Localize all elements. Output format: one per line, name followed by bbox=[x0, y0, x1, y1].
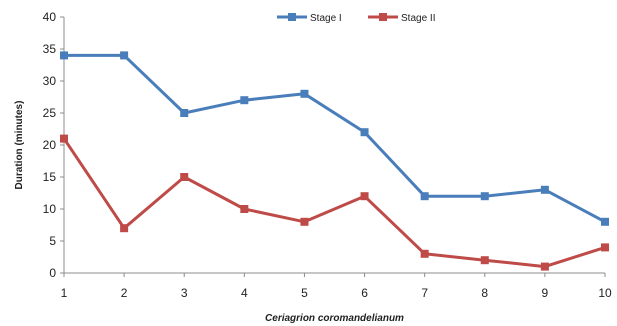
series-line-2 bbox=[62, 137, 607, 269]
series-2-point bbox=[240, 205, 249, 213]
legend-label-2: Stage II bbox=[401, 13, 435, 24]
series-2-point bbox=[360, 192, 369, 201]
y-tick-label: 20 bbox=[43, 138, 57, 152]
series-1-point bbox=[420, 192, 429, 201]
series-2-point bbox=[120, 224, 129, 233]
legend: Stage I Stage II bbox=[277, 13, 435, 24]
series-line-1 bbox=[62, 53, 607, 224]
series-2-point bbox=[480, 256, 489, 265]
y-tick-label: 30 bbox=[43, 74, 57, 88]
x-tick-label: 7 bbox=[421, 286, 428, 300]
y-tick-label: 25 bbox=[43, 106, 57, 120]
series-1-point bbox=[540, 185, 549, 194]
x-tick-label: 10 bbox=[598, 286, 612, 300]
legend-marker-1 bbox=[288, 13, 296, 21]
x-tick-label: 6 bbox=[361, 286, 368, 300]
series-1-point bbox=[240, 96, 249, 105]
x-tick-label: 2 bbox=[121, 286, 128, 300]
series-2-point bbox=[420, 249, 429, 258]
series-2-point bbox=[60, 134, 68, 143]
legend-marker-2 bbox=[379, 13, 387, 21]
series-1-point bbox=[120, 51, 129, 60]
x-axis-title: Ceriagrion coromandelianum bbox=[265, 313, 404, 324]
series-1-point bbox=[60, 51, 68, 60]
x-tick-label: 9 bbox=[542, 286, 549, 300]
y-tick-label: 40 bbox=[43, 10, 57, 24]
y-axis-title: Duration (minutes) bbox=[14, 101, 25, 190]
legend-label-1: Stage I bbox=[310, 13, 342, 24]
series-2-point bbox=[540, 262, 549, 271]
axes-group bbox=[63, 17, 605, 274]
y-ticks-group: 0 5 10 15 20 25 30 35 40 bbox=[43, 10, 64, 280]
y-tick-label: 10 bbox=[43, 202, 57, 216]
x-tick-label: 1 bbox=[61, 286, 68, 300]
x-tick-label: 5 bbox=[301, 286, 308, 300]
x-ticks-group: 1 2 3 4 5 6 7 8 9 10 bbox=[61, 273, 612, 300]
y-tick-label: 5 bbox=[49, 234, 56, 248]
y-tick-label: 35 bbox=[43, 42, 57, 56]
series-1-point bbox=[300, 89, 309, 98]
series-2-point bbox=[180, 173, 189, 181]
series-layer bbox=[60, 51, 609, 271]
series-2-point bbox=[300, 217, 309, 226]
series-1-point bbox=[360, 128, 369, 137]
series-1-point bbox=[601, 217, 609, 226]
series-1-point bbox=[180, 109, 189, 117]
x-tick-label: 3 bbox=[181, 286, 188, 300]
y-tick-label: 15 bbox=[43, 170, 57, 184]
y-tick-label: 0 bbox=[49, 266, 56, 280]
series-1-point bbox=[480, 192, 489, 201]
x-tick-label: 4 bbox=[241, 286, 248, 300]
x-tick-label: 8 bbox=[481, 286, 488, 300]
series-2-point bbox=[601, 243, 609, 252]
